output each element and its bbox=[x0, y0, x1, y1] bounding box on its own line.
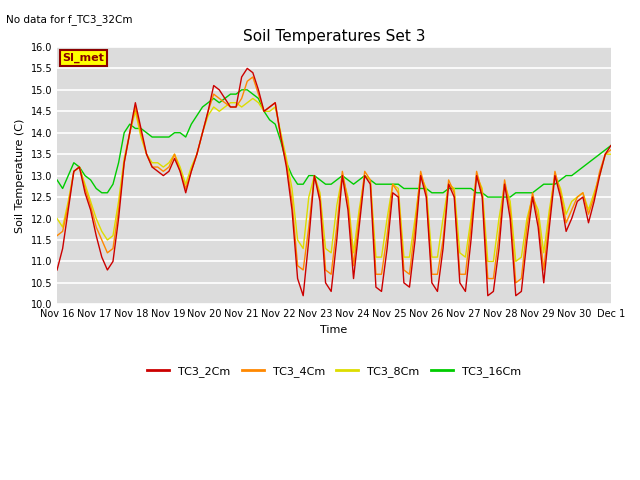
TC3_16Cm bbox=[344, 177, 352, 183]
Line: TC3_4Cm: TC3_4Cm bbox=[57, 77, 611, 283]
TC3_16Cm bbox=[159, 134, 167, 140]
TC3_16Cm bbox=[607, 143, 614, 148]
TC3_2Cm bbox=[53, 267, 61, 273]
Text: No data for f_TC3_32Cm: No data for f_TC3_32Cm bbox=[6, 14, 133, 25]
TC3_4Cm bbox=[573, 194, 581, 200]
TC3_8Cm bbox=[607, 151, 614, 157]
TC3_4Cm bbox=[249, 74, 257, 80]
TC3_2Cm bbox=[243, 65, 251, 71]
TC3_4Cm bbox=[182, 186, 189, 192]
X-axis label: Time: Time bbox=[321, 324, 348, 335]
TC3_8Cm bbox=[484, 259, 492, 264]
TC3_2Cm bbox=[607, 143, 614, 148]
TC3_4Cm bbox=[53, 233, 61, 239]
TC3_8Cm bbox=[249, 96, 257, 101]
Title: Soil Temperatures Set 3: Soil Temperatures Set 3 bbox=[243, 29, 425, 44]
Y-axis label: Soil Temperature (C): Soil Temperature (C) bbox=[15, 119, 25, 233]
TC3_2Cm bbox=[159, 173, 167, 179]
TC3_2Cm bbox=[394, 194, 402, 200]
TC3_16Cm bbox=[573, 168, 581, 174]
TC3_4Cm bbox=[389, 181, 397, 187]
TC3_16Cm bbox=[238, 87, 246, 93]
Line: TC3_16Cm: TC3_16Cm bbox=[57, 90, 611, 197]
TC3_2Cm bbox=[573, 198, 581, 204]
TC3_4Cm bbox=[607, 147, 614, 153]
TC3_8Cm bbox=[344, 194, 352, 200]
TC3_4Cm bbox=[344, 198, 352, 204]
TC3_8Cm bbox=[53, 216, 61, 221]
TC3_16Cm bbox=[53, 177, 61, 183]
TC3_2Cm bbox=[349, 276, 357, 281]
Legend: TC3_2Cm, TC3_4Cm, TC3_8Cm, TC3_16Cm: TC3_2Cm, TC3_4Cm, TC3_8Cm, TC3_16Cm bbox=[143, 361, 525, 381]
TC3_2Cm bbox=[590, 198, 598, 204]
TC3_16Cm bbox=[484, 194, 492, 200]
Line: TC3_8Cm: TC3_8Cm bbox=[57, 98, 611, 262]
TC3_2Cm bbox=[300, 293, 307, 299]
TC3_8Cm bbox=[389, 181, 397, 187]
TC3_8Cm bbox=[182, 181, 189, 187]
Text: SI_met: SI_met bbox=[63, 52, 104, 63]
TC3_16Cm bbox=[389, 181, 397, 187]
TC3_4Cm bbox=[159, 168, 167, 174]
TC3_4Cm bbox=[512, 280, 520, 286]
TC3_16Cm bbox=[590, 156, 598, 161]
TC3_2Cm bbox=[182, 190, 189, 196]
TC3_8Cm bbox=[590, 190, 598, 196]
TC3_8Cm bbox=[573, 194, 581, 200]
TC3_8Cm bbox=[159, 164, 167, 170]
Line: TC3_2Cm: TC3_2Cm bbox=[57, 68, 611, 296]
TC3_16Cm bbox=[182, 134, 189, 140]
TC3_4Cm bbox=[590, 194, 598, 200]
